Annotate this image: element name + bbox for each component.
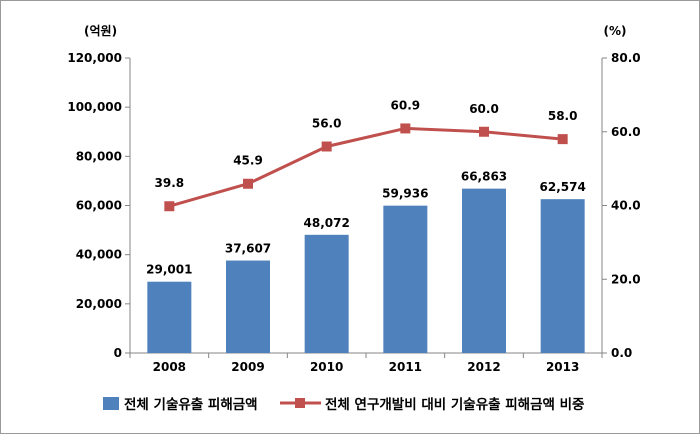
left-tick-label: 100,000 [67,100,122,114]
line-point-marker [321,141,332,152]
line-data-label: 60.0 [469,102,499,116]
legend-line-label: 전체 연구개발비 대비 기술유출 피해금액 비중 [325,396,584,413]
line-point-marker [400,123,411,134]
bar-data-label: 59,936 [382,187,428,201]
line-data-label: 39.8 [155,176,185,190]
bar [383,205,428,353]
legend-bar-label: 전체 기술유출 피해금액 [124,396,258,413]
left-tick-label: 120,000 [67,51,122,65]
bar [304,234,349,353]
bar-series: 29,001 37,607 48,072 59,936 66,863 62,574 [146,170,586,353]
legend-bar-swatch [103,397,119,410]
line-data-label: 56.0 [312,117,342,131]
bar-data-label: 66,863 [461,170,507,184]
legend: 전체 기술유출 피해금액 전체 연구개발비 대비 기술유출 피해금액 비중 [103,396,584,413]
right-axis-unit: (%) [604,24,627,38]
bar-data-label: 29,001 [146,263,192,277]
legend-line-marker [295,398,305,408]
x-tick-label: 2011 [389,360,422,374]
right-tick-label: 40.0 [611,199,641,213]
right-tick-label: 80.0 [611,51,641,65]
right-tick-label: 60.0 [611,125,641,139]
line-point-marker [557,134,568,145]
left-tick-label: 0 [114,346,122,360]
x-tick-label: 2008 [153,360,186,374]
left-tick-label: 40,000 [76,248,122,262]
left-tick-label: 80,000 [76,149,122,163]
bar-data-label: 48,072 [304,216,350,230]
axes: 0 20,000 40,000 60,000 80,000 100,000 120,000 0… [67,51,640,374]
x-tick-label: 2013 [546,360,579,374]
bar [540,199,585,353]
line-point-marker [164,201,175,212]
left-axis-unit: (억원) [84,24,117,38]
right-tick-label: 20.0 [611,272,641,286]
bar-data-label: 37,607 [225,242,271,256]
right-tick-label: 0.0 [611,346,632,360]
bar-data-label: 62,574 [540,180,586,194]
x-tick-label: 2012 [467,360,500,374]
bar [147,281,192,353]
left-tick-label: 20,000 [76,297,122,311]
line-series: 39.8 45.9 56.0 60.9 60.0 58.0 [155,98,578,212]
bar [462,188,506,353]
line-data-label: 45.9 [233,154,263,168]
line-data-label: 58.0 [548,109,578,123]
x-tick-label: 2009 [231,360,264,374]
bar [226,260,270,353]
series-line [168,126,563,208]
line-data-label: 60.9 [391,98,421,112]
line-point-marker [479,126,489,137]
left-tick-label: 60,000 [76,199,122,213]
x-tick-label: 2010 [310,360,343,374]
line-point-marker [243,178,253,189]
